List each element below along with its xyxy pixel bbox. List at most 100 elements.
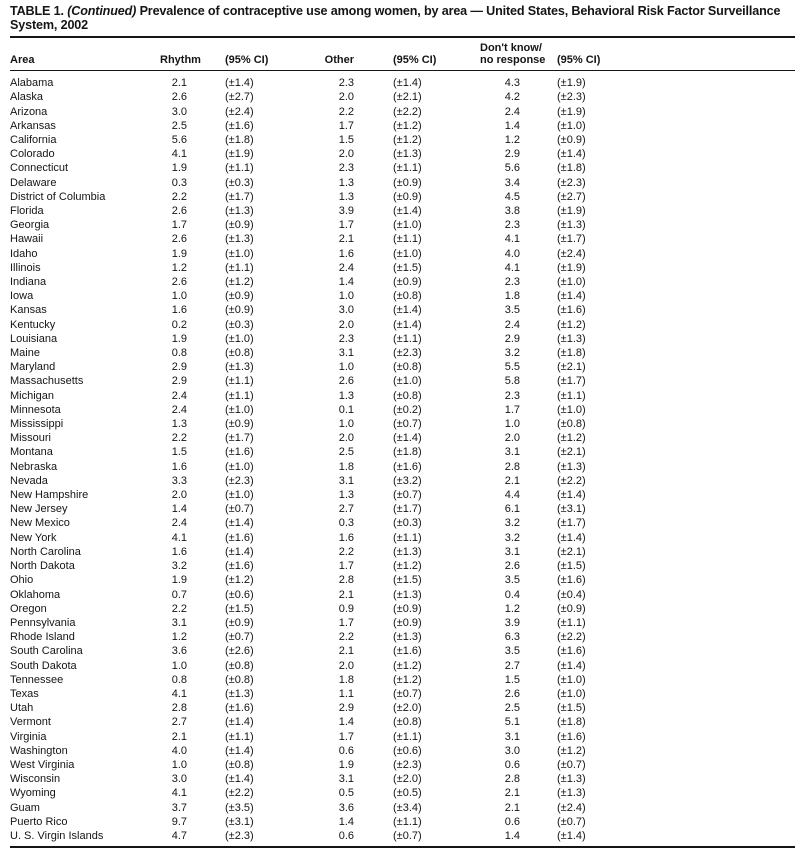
rhythm-value: 0.8 bbox=[171, 347, 187, 360]
rhythm-ci: (±1.6) bbox=[225, 531, 254, 544]
dontknow-value: 4.5 bbox=[504, 190, 520, 203]
dontknow-ci: (±1.3) bbox=[557, 332, 586, 345]
dontknow-ci: (±0.9) bbox=[557, 602, 586, 615]
other-ci: (±1.4) bbox=[393, 77, 422, 90]
other-value: 3.1 bbox=[338, 474, 354, 487]
column-header-area: Area bbox=[10, 38, 160, 72]
area-cell: New York bbox=[10, 531, 57, 544]
other-value: 1.0 bbox=[338, 418, 354, 431]
dontknow-ci: (±0.8) bbox=[557, 418, 586, 431]
table-row: New Jersey 1.4 (±0.7) 2.7 (±1.7) 6.1 (±3.1) bbox=[10, 502, 795, 516]
rhythm-ci: (±0.8) bbox=[225, 673, 254, 686]
other-ci: (±2.3) bbox=[393, 347, 422, 360]
rhythm-value: 2.6 bbox=[171, 91, 187, 104]
table-title: TABLE 1. (Continued) Prevalence of contr… bbox=[10, 4, 795, 39]
rhythm-value: 5.6 bbox=[171, 134, 187, 146]
rhythm-ci: (±0.9) bbox=[225, 616, 254, 629]
rhythm-value: 3.6 bbox=[171, 645, 187, 658]
table-row: Georgia 1.7 (±0.9) 1.7 (±1.0) 2.3 (±1.3) bbox=[10, 218, 795, 232]
rhythm-value: 1.0 bbox=[171, 290, 187, 303]
other-ci: (±0.8) bbox=[393, 716, 422, 729]
table-row: Montana 1.5 (±1.6) 2.5 (±1.8) 3.1 (±2.1) bbox=[10, 445, 795, 459]
area-cell: Pennsylvania bbox=[10, 616, 76, 629]
other-ci: (±1.8) bbox=[393, 446, 422, 459]
other-ci: (±1.6) bbox=[393, 460, 422, 473]
table-row: Colorado 4.1 (±1.9) 2.0 (±1.3) 2.9 (±1.4) bbox=[10, 147, 795, 161]
dontknow-ci: (±1.3) bbox=[557, 787, 586, 800]
other-ci: (±1.0) bbox=[393, 247, 422, 260]
rhythm-value: 0.7 bbox=[171, 588, 187, 601]
table-row: Arkansas 2.5 (±1.6) 1.7 (±1.2) 1.4 (±1.0) bbox=[10, 119, 795, 133]
dontknow-value: 3.2 bbox=[504, 347, 520, 360]
rhythm-ci: (±1.6) bbox=[225, 446, 254, 459]
dontknow-ci: (±2.4) bbox=[557, 801, 586, 814]
other-ci: (±1.5) bbox=[393, 261, 422, 274]
area-cell: Alabama bbox=[10, 77, 54, 90]
dontknow-value: 4.4 bbox=[504, 489, 520, 502]
other-ci: (±1.4) bbox=[393, 205, 422, 218]
area-cell: Washington bbox=[10, 744, 68, 757]
dontknow-ci: (±1.1) bbox=[557, 389, 586, 402]
rhythm-ci: (±0.3) bbox=[225, 318, 254, 331]
other-value: 1.3 bbox=[338, 389, 354, 402]
header-row: Area Rhythm (95% CI) Other (95% CI) Don'… bbox=[10, 38, 795, 72]
other-ci: (±1.2) bbox=[393, 560, 422, 573]
dontknow-value: 2.3 bbox=[504, 219, 520, 232]
other-value: 1.7 bbox=[338, 616, 354, 629]
rhythm-ci: (±1.4) bbox=[225, 773, 254, 786]
dontknow-value: 4.0 bbox=[504, 247, 520, 260]
dontknow-ci: (±1.3) bbox=[557, 460, 586, 473]
other-value: 2.3 bbox=[338, 332, 354, 345]
column-header-dont-know-line1: Don't know/ bbox=[480, 42, 542, 55]
dontknow-value: 0.4 bbox=[504, 588, 520, 601]
dontknow-ci: (±1.9) bbox=[557, 261, 586, 274]
rhythm-value: 1.2 bbox=[171, 261, 187, 274]
dontknow-value: 4.1 bbox=[504, 233, 520, 246]
dontknow-ci: (±1.6) bbox=[557, 574, 586, 587]
table-row: New Hampshire 2.0 (±1.0) 1.3 (±0.7) 4.4 (±1.4) bbox=[10, 488, 795, 502]
area-cell: Idaho bbox=[10, 247, 38, 260]
rhythm-value: 0.8 bbox=[171, 673, 187, 686]
rhythm-ci: (±1.5) bbox=[225, 602, 254, 615]
area-cell: Iowa bbox=[10, 290, 34, 303]
dontknow-value: 2.6 bbox=[504, 687, 520, 700]
other-value: 2.1 bbox=[338, 233, 354, 246]
rhythm-ci: (±1.2) bbox=[225, 276, 254, 289]
rhythm-ci: (±1.6) bbox=[225, 702, 254, 715]
dontknow-value: 3.1 bbox=[504, 446, 520, 459]
rhythm-ci: (±1.7) bbox=[225, 432, 254, 445]
other-value: 1.0 bbox=[338, 290, 354, 303]
dontknow-ci: (±1.0) bbox=[557, 276, 586, 289]
table-header: Area Rhythm (95% CI) Other (95% CI) Don'… bbox=[10, 38, 795, 72]
other-value: 1.7 bbox=[338, 219, 354, 232]
rhythm-value: 2.1 bbox=[171, 77, 187, 90]
area-cell: California bbox=[10, 134, 57, 146]
table-row: Rhode Island 1.2 (±0.7) 2.2 (±1.3) 6.3 (±2.2) bbox=[10, 630, 795, 644]
other-value: 3.1 bbox=[338, 347, 354, 360]
table-row: Connecticut 1.9 (±1.1) 2.3 (±1.1) 5.6 (±1.8) bbox=[10, 161, 795, 175]
dontknow-ci: (±1.0) bbox=[557, 687, 586, 700]
dontknow-value: 2.7 bbox=[504, 659, 520, 672]
rhythm-value: 4.7 bbox=[171, 829, 187, 842]
dontknow-ci: (±1.3) bbox=[557, 219, 586, 232]
other-value: 3.6 bbox=[338, 801, 354, 814]
area-cell: Kansas bbox=[10, 304, 47, 317]
table-row: Tennessee 0.8 (±0.8) 1.8 (±1.2) 1.5 (±1.0) bbox=[10, 673, 795, 687]
dontknow-value: 1.5 bbox=[504, 673, 520, 686]
dontknow-value: 3.0 bbox=[504, 744, 520, 757]
area-cell: Vermont bbox=[10, 716, 51, 729]
rhythm-ci: (±2.7) bbox=[225, 91, 254, 104]
dontknow-ci: (±1.4) bbox=[557, 531, 586, 544]
area-cell: Delaware bbox=[10, 176, 57, 189]
table-row: Hawaii 2.6 (±1.3) 2.1 (±1.1) 4.1 (±1.7) bbox=[10, 232, 795, 246]
rhythm-value: 2.9 bbox=[171, 361, 187, 374]
dontknow-ci: (±1.3) bbox=[557, 773, 586, 786]
other-value: 0.9 bbox=[338, 602, 354, 615]
dontknow-ci: (±1.8) bbox=[557, 716, 586, 729]
rhythm-ci: (±1.2) bbox=[225, 574, 254, 587]
rhythm-ci: (±0.9) bbox=[225, 290, 254, 303]
dontknow-value: 2.9 bbox=[504, 332, 520, 345]
other-ci: (±3.2) bbox=[393, 474, 422, 487]
rhythm-value: 3.2 bbox=[171, 560, 187, 573]
dontknow-value: 2.8 bbox=[504, 460, 520, 473]
